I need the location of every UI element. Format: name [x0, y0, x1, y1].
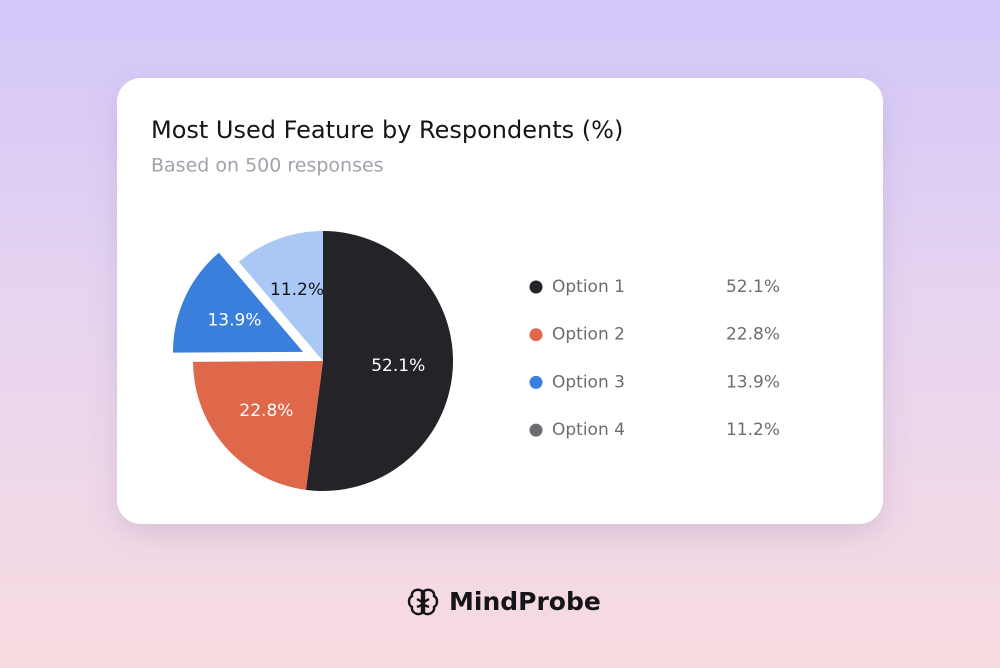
legend-value: 52.1%: [726, 277, 780, 297]
legend-label: Option 2: [552, 325, 625, 345]
pie-slice: [238, 231, 323, 361]
pie-slice: [305, 231, 454, 492]
legend-label: Option 3: [552, 372, 625, 392]
legend-marker: [529, 328, 543, 342]
legend-label: Option 4: [552, 420, 625, 440]
brand-logo: [407, 588, 439, 616]
brand-name: MindProbe: [449, 587, 601, 616]
legend-value: 22.8%: [726, 325, 780, 345]
legend: Option 1 52.1% Option 2 22.8% Option 3 13.9% O…: [529, 277, 780, 440]
legend-label: Option 1: [552, 277, 625, 297]
pie-slice: [173, 252, 304, 353]
pie: 52.1% 22.8% 13.9% 11.2%: [173, 231, 454, 492]
slice-label: 11.2%: [270, 280, 324, 300]
slice-label: 22.8%: [239, 401, 293, 421]
slice-label: 13.9%: [207, 310, 261, 330]
legend-marker: [529, 423, 543, 437]
legend-marker: [529, 280, 543, 294]
chart-title: Most Used Feature by Respondents (%): [151, 116, 623, 144]
legend-value: 11.2%: [726, 420, 780, 440]
chart-subtitle: Based on 500 responses: [151, 155, 384, 177]
legend-marker: [529, 375, 543, 389]
pie-slice: [193, 361, 323, 490]
legend-value: 13.9%: [726, 372, 780, 392]
slice-label: 52.1%: [371, 356, 425, 376]
